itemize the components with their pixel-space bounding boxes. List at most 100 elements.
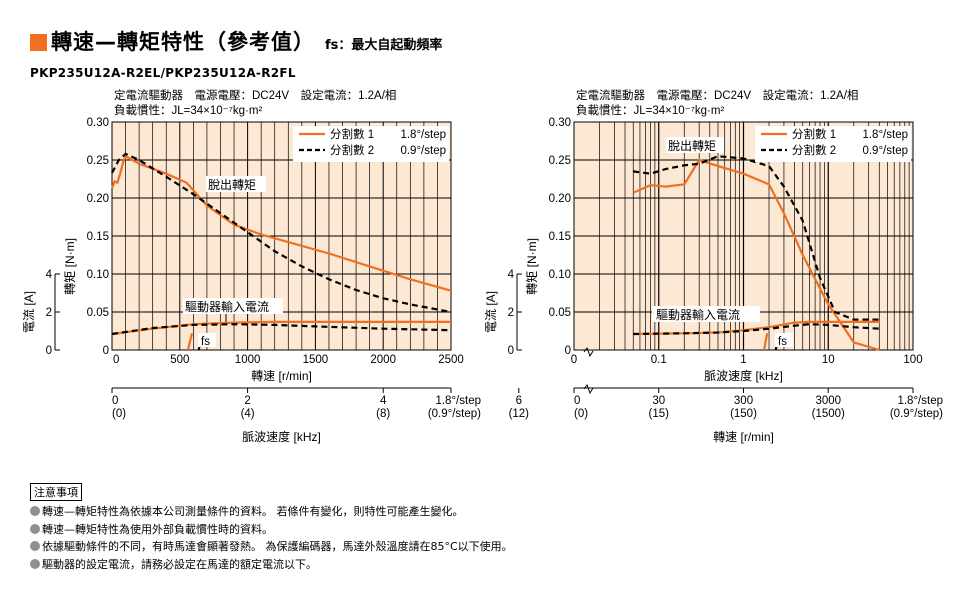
x-tick-label: 0 (113, 354, 119, 366)
current-tick-label: 4 (46, 269, 53, 281)
y-tick-label: 0.05 (549, 307, 571, 319)
driver-current-label: 驅動器輸入電流 (656, 307, 740, 322)
y-tick-label: 0.20 (549, 193, 571, 205)
fs-label: fs (201, 336, 210, 348)
secondary-tick-bottom: (8) (376, 408, 390, 420)
secondary-axis-label: 脈波速度 [kHz] (242, 429, 321, 444)
page-title: 轉速—轉矩特性（參考值） (51, 30, 315, 54)
fs-label: fs (778, 336, 787, 348)
driver-current-label-bg (652, 306, 760, 322)
pullout-torque-label: 脫出轉矩 (208, 177, 256, 192)
current-tick-label: 0 (508, 345, 514, 357)
fs-marker-1 (186, 333, 194, 351)
chart-header-inertia: 負載慣性：JL=34×10⁻⁷kg·m² (576, 103, 724, 117)
secondary-tick-bottom: (0) (112, 408, 126, 420)
secondary-tick-top: 30 (652, 395, 665, 407)
bullet-icon (30, 523, 40, 534)
charts-canvas: 定電流驅動器 電源電壓：DC24V 設定電流：1.2A/相負載慣性：JL=34×… (22, 88, 943, 444)
y-tick-label: 0 (565, 345, 571, 357)
bullet-icon (30, 506, 40, 516)
secondary-tick-bottom: (12) (509, 408, 530, 420)
note-item: 依據驅動條件的不同，有時馬達會顯著發熱。 為保護編碼器，馬達外殼溫度請在85°C… (30, 538, 513, 556)
y-tick-label: 0.10 (549, 269, 571, 281)
current-tick-label: 0 (46, 345, 52, 357)
y-tick-label: 0.10 (87, 269, 109, 281)
x-tick-label: 1 (740, 354, 746, 366)
secondary-tick-top: 4 (380, 395, 387, 407)
driver-current-label-bg (183, 298, 283, 314)
pullout-torque-label: 脫出轉矩 (668, 138, 716, 153)
fs-label-bg (198, 333, 216, 347)
legend-value: 0.9°/step (862, 145, 908, 157)
note-item: 轉速—轉矩特性為依據本公司測量條件的資料。 若條件有變化，則特性可能產生變化。 (30, 503, 513, 521)
y-tick-label: 0.30 (87, 117, 109, 129)
secondary-tick-bottom: (0.9°/step) (890, 408, 943, 420)
x-tick-label: 2500 (438, 354, 464, 366)
legend-value: 0.9°/step (400, 145, 446, 157)
series-line (110, 154, 452, 292)
current-axis-label: 電流 [A] (484, 291, 498, 333)
x-axis-label: 轉速 [r/min] (251, 369, 312, 383)
x-tick-label: 500 (170, 354, 189, 366)
y-tick-label: 0.15 (549, 231, 571, 243)
x-tick-label: 100 (903, 354, 922, 366)
series-line (111, 323, 452, 336)
series-line (111, 320, 451, 336)
x-tick-label: 1500 (303, 354, 329, 366)
secondary-tick-bottom: (15) (649, 408, 670, 420)
secondary-tick-bottom: (0) (574, 408, 588, 420)
series-line (632, 158, 880, 352)
legend-label: 分割數 1 (792, 127, 836, 141)
y-tick-label: 0.30 (549, 117, 571, 129)
bullet-icon (30, 541, 40, 551)
fs-label-bg (775, 333, 793, 347)
y-tick-label: 0.15 (87, 231, 109, 243)
secondary-tick-bottom: (1500) (812, 408, 845, 420)
legend-box (755, 126, 911, 162)
secondary-tick-top: 2 (244, 395, 250, 407)
secondary-tick-bottom: (150) (730, 408, 757, 420)
fs-marker-1 (763, 333, 769, 351)
note-item: 驅動器的設定電流，請務必設定在馬達的額定電流以下。 (30, 556, 513, 574)
fs-definition: fs：最大自起動頻率 (325, 38, 443, 53)
axis-break-icon (583, 383, 594, 395)
legend-value: 1.8°/step (862, 129, 908, 141)
y-tick-label: 0.25 (87, 155, 109, 167)
notes-section: 注意事項 轉速—轉矩特性為依據本公司測量條件的資料。 若條件有變化，則特性可能產… (30, 483, 513, 573)
current-tick-label: 4 (508, 269, 515, 281)
legend-label: 分割數 2 (330, 143, 374, 157)
secondary-tick-top: 0 (112, 395, 118, 407)
series-line (633, 155, 880, 321)
chart-header-conditions: 定電流驅動器 電源電壓：DC24V 設定電流：1.2A/相 (576, 88, 858, 102)
axis-break-icon (583, 346, 594, 358)
legend-label: 分割數 1 (330, 127, 374, 141)
secondary-tick-top: 1.8°/step (897, 395, 943, 407)
note-item: 轉速—轉矩特性為使用外部負載慣性時的資料。 (30, 521, 513, 539)
pullout-label-bg (206, 176, 266, 192)
y-tick-label: 0 (103, 345, 109, 357)
chart-header-conditions: 定電流驅動器 電源電壓：DC24V 設定電流：1.2A/相 (114, 88, 396, 102)
series-line (111, 152, 452, 314)
y-tick-label: 0.05 (87, 307, 109, 319)
pullout-label-bg (666, 137, 724, 153)
secondary-tick-top: 0 (574, 395, 580, 407)
secondary-tick-top: 1.8°/step (435, 395, 481, 407)
secondary-axis-label: 轉速 [r/min] (713, 430, 774, 444)
secondary-tick-bottom: (4) (241, 408, 255, 420)
y-tick-label: 0.25 (549, 155, 571, 167)
series-line (633, 320, 880, 336)
secondary-tick-top: 6 (516, 395, 522, 407)
title-row: 轉速—轉矩特性（參考值） fs：最大自起動頻率 (30, 26, 442, 56)
notes-heading: 注意事項 (30, 483, 82, 501)
x-tick-label: 1000 (235, 354, 261, 366)
driver-current-label: 驅動器輸入電流 (185, 299, 269, 314)
bullet-icon (30, 558, 40, 569)
chart-header-inertia: 負載慣性：JL=34×10⁻⁷kg·m² (114, 103, 262, 117)
current-tick-label: 2 (508, 307, 514, 319)
model-number: PKP235U12A-R2EL/PKP235U12A-R2FL (30, 66, 296, 80)
x-tick-label: 10 (822, 354, 835, 366)
x-tick-label: 0.1 (651, 354, 667, 366)
x-tick-label: 2000 (370, 354, 396, 366)
legend-box (293, 126, 449, 162)
y-axis-label: 轉矩 [N·m] (525, 238, 539, 295)
